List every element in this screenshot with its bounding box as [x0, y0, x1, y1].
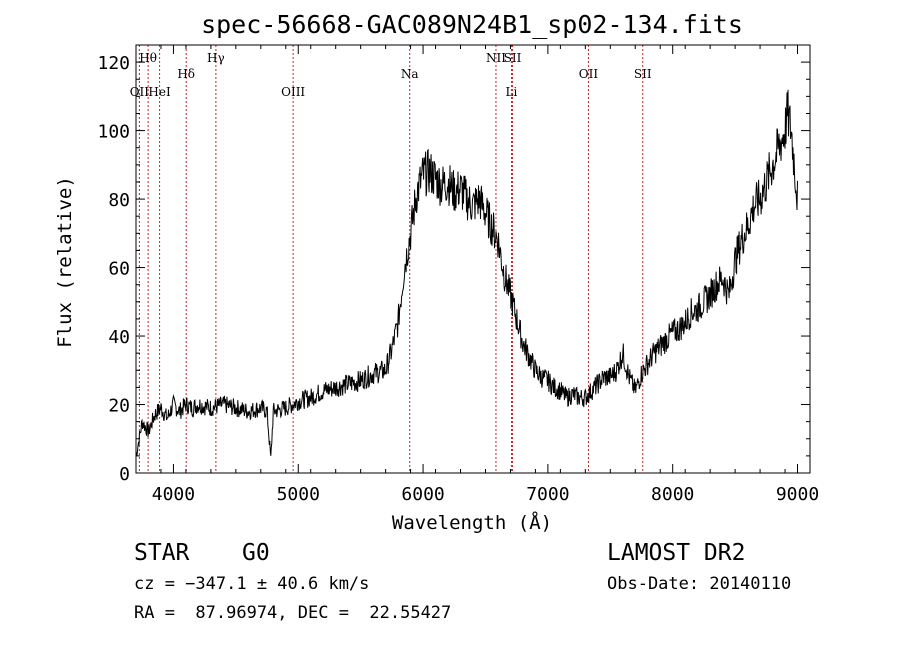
- y-tick-label: 80: [108, 190, 130, 211]
- y-tick-label: 0: [119, 464, 130, 485]
- line-marker-label: Na: [401, 67, 419, 81]
- line-marker-label: NII: [486, 51, 506, 65]
- x-tick-label: 6000: [401, 484, 444, 505]
- x-tick-label: 5000: [277, 484, 320, 505]
- plot-frame: [135, 44, 811, 474]
- y-axis-label: Flux (relative): [54, 176, 76, 348]
- x-tick-label: 9000: [776, 484, 819, 505]
- y-axis: 0 20 40 60 80 100 120: [97, 44, 810, 485]
- x-tick-label: 8000: [651, 484, 694, 505]
- x-tick-label: 7000: [526, 484, 569, 505]
- line-marker-label: OIII: [281, 85, 305, 99]
- coordinates: RA = 87.96974, DEC = 22.55427: [134, 603, 452, 623]
- y-tick-label: 100: [97, 122, 130, 143]
- line-marker-label: OII: [579, 67, 599, 81]
- line-marker-label: OII: [130, 85, 150, 99]
- spectrum-series: [135, 89, 798, 457]
- line-marker-label: SII: [634, 67, 652, 81]
- obs-date: Obs-Date: 20140110: [607, 574, 792, 594]
- line-marker-label: Li: [506, 85, 518, 99]
- spectrum-chart: spec-56668-GAC089N24B1_sp02-134.fits Hθ O…: [54, 10, 819, 534]
- object-class: STAR: [134, 540, 190, 566]
- y-tick-label: 20: [108, 396, 130, 417]
- line-marker-label: Hθ: [139, 51, 157, 65]
- x-tick-label: 4000: [152, 484, 195, 505]
- x-axis-label: Wavelength (Å): [392, 511, 552, 534]
- x-axis: 4000 5000 6000 7000 8000 9000: [135, 45, 819, 505]
- line-marker-label: SII: [504, 51, 522, 65]
- line-marker-label: Hδ: [177, 67, 195, 81]
- object-subclass: G0: [242, 540, 270, 566]
- y-tick-label: 40: [108, 327, 130, 348]
- line-marker-label: Hγ: [207, 51, 225, 65]
- survey-name: LAMOST DR2: [607, 540, 746, 566]
- y-tick-label: 120: [97, 53, 130, 74]
- velocity-readout: cz = −347.1 ± 40.6 km/s: [134, 574, 370, 594]
- chart-title: spec-56668-GAC089N24B1_sp02-134.fits: [201, 10, 743, 39]
- line-marker-label: HeI: [148, 85, 171, 99]
- spectrum-line: [135, 89, 798, 457]
- y-tick-label: 60: [108, 259, 130, 280]
